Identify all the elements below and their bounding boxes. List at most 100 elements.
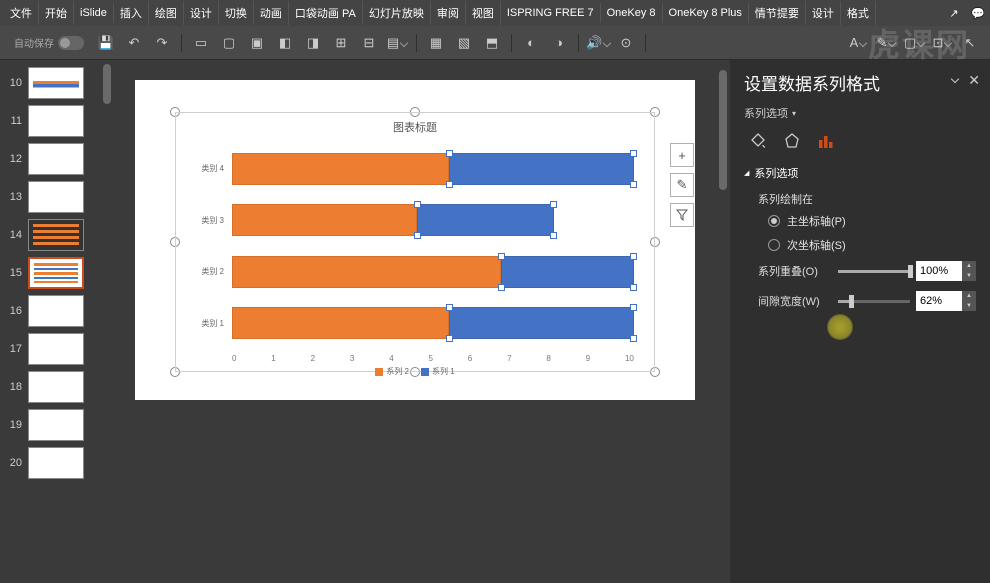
spinner-down[interactable]: ▼ [962, 271, 976, 281]
gap-label: 间隙宽度(W) [758, 293, 832, 309]
tool-icon[interactable]: ◑ [547, 31, 571, 55]
tool-icon[interactable]: ▢ [902, 31, 926, 55]
thumb-18[interactable]: 18 [0, 368, 100, 406]
menu-transition[interactable]: 切换 [219, 1, 254, 25]
menu-home[interactable]: 开始 [39, 1, 74, 25]
slide-thumbnails[interactable]: 10 11 12 13 14 15 16 17 18 19 20 [0, 60, 100, 583]
comments-icon[interactable]: 💬 [970, 5, 986, 21]
panel-close-button[interactable]: ✕ [968, 72, 980, 89]
menu-format[interactable]: 格式 [841, 1, 876, 25]
thumb-11[interactable]: 11 [0, 102, 100, 140]
category-label: 类别 3 [182, 215, 224, 226]
thumb-14[interactable]: 14 [0, 216, 100, 254]
chart-add-button[interactable]: + [670, 143, 694, 167]
toggle-switch[interactable] [58, 36, 84, 50]
bar-row[interactable]: 类别 4 [232, 146, 634, 191]
menu-onekey8[interactable]: OneKey 8 [601, 3, 663, 23]
primary-axis-radio[interactable]: 主坐标轴(P) [758, 213, 976, 229]
category-label: 类别 4 [182, 163, 224, 174]
chart-filter-button[interactable] [670, 203, 694, 227]
tool-icon[interactable]: ⊡ [930, 31, 954, 55]
menu-file[interactable]: 文件 [4, 1, 39, 25]
secondary-axis-radio[interactable]: 次坐标轴(S) [758, 237, 976, 253]
menu-slideshow[interactable]: 幻灯片放映 [363, 1, 431, 25]
menu-pa[interactable]: 口袋动画 PA [289, 1, 363, 25]
spinner-up[interactable]: ▲ [962, 261, 976, 271]
thumb-10[interactable]: 10 [0, 64, 100, 102]
autosave-label: 自动保存 [14, 35, 54, 50]
overlap-slider[interactable] [838, 270, 910, 273]
tool-icon[interactable]: ▭ [189, 31, 213, 55]
tool-icon[interactable]: ▣ [245, 31, 269, 55]
tool-icon[interactable]: ⊟ [357, 31, 381, 55]
share-icon[interactable]: ↗ [946, 5, 962, 21]
menu-insert[interactable]: 插入 [114, 1, 149, 25]
plot-on-label: 系列绘制在 [758, 191, 976, 207]
tool-icon[interactable]: ⬒ [480, 31, 504, 55]
thumb-19[interactable]: 19 [0, 406, 100, 444]
slide-canvas[interactable]: 图表标题 类别 4类别 3类别 2类别 1 012345678910 系列 2 … [135, 80, 695, 400]
fill-icon[interactable] [748, 131, 768, 151]
panel-title: 设置数据系列格式 [744, 70, 976, 95]
thumb-13[interactable]: 13 [0, 178, 100, 216]
tool-icon[interactable]: ▧ [452, 31, 476, 55]
chart-style-button[interactable]: ✎ [670, 173, 694, 197]
category-label: 类别 2 [182, 266, 224, 277]
overlap-input[interactable]: 100% ▲▼ [916, 261, 976, 281]
thumb-20[interactable]: 20 [0, 444, 100, 482]
canvas-scrollbar[interactable] [716, 60, 730, 583]
gap-slider[interactable] [838, 300, 910, 303]
tool-icon[interactable]: ◧ [273, 31, 297, 55]
menu-design2[interactable]: 设计 [806, 1, 841, 25]
thumb-15[interactable]: 15 [0, 254, 100, 292]
thumb-16[interactable]: 16 [0, 292, 100, 330]
radio-icon [768, 239, 780, 251]
autosave-toggle[interactable]: 自动保存 [8, 35, 90, 50]
menu-view[interactable]: 视图 [466, 1, 501, 25]
menu-review[interactable]: 审阅 [431, 1, 466, 25]
thumbs-scrollbar[interactable] [100, 60, 114, 583]
tool-icon[interactable]: ⊙ [614, 31, 638, 55]
font-icon[interactable]: A [846, 31, 870, 55]
legend-s1: 系列 1 [432, 367, 455, 376]
chart-object[interactable]: 图表标题 类别 4类别 3类别 2类别 1 012345678910 系列 2 … [175, 112, 655, 372]
bar-row[interactable]: 类别 3 [232, 198, 634, 243]
menu-animation[interactable]: 动画 [254, 1, 289, 25]
menu-ispring[interactable]: ISPRING FREE 7 [501, 3, 601, 23]
spinner-up[interactable]: ▲ [962, 291, 976, 301]
menu-islide[interactable]: iSlide [74, 3, 114, 23]
cursor-highlight [827, 314, 853, 340]
category-label: 类别 1 [182, 318, 224, 329]
section-header[interactable]: 系列选项 [744, 165, 976, 181]
legend-s2: 系列 2 [386, 367, 409, 376]
save-icon[interactable]: 💾 [94, 31, 118, 55]
gap-input[interactable]: 62% ▲▼ [916, 291, 976, 311]
menu-draw[interactable]: 绘图 [149, 1, 184, 25]
effects-icon[interactable] [782, 131, 802, 151]
format-panel: 设置数据系列格式 ✕ 系列选项▾ 系列选项 系列绘制在 主坐标轴(P) 次坐标轴… [730, 60, 990, 583]
menu-bar: 文件 开始 iSlide 插入 绘图 设计 切换 动画 口袋动画 PA 幻灯片放… [0, 0, 990, 26]
tool-icon[interactable]: ◐ [519, 31, 543, 55]
bar-row[interactable]: 类别 2 [232, 249, 634, 294]
thumb-17[interactable]: 17 [0, 330, 100, 368]
menu-onekey8plus[interactable]: OneKey 8 Plus [663, 3, 749, 23]
panel-subtitle[interactable]: 系列选项▾ [744, 105, 976, 121]
menu-design[interactable]: 设计 [184, 1, 219, 25]
menu-storyboard[interactable]: 情节提要 [749, 1, 806, 25]
undo-icon[interactable]: ↶ [122, 31, 146, 55]
tool-icon[interactable]: ▢ [217, 31, 241, 55]
tool-icon[interactable]: ⊞ [329, 31, 353, 55]
thumb-12[interactable]: 12 [0, 140, 100, 178]
chart-title[interactable]: 图表标题 [176, 113, 654, 143]
series-options-icon[interactable] [816, 131, 836, 151]
tool-icon[interactable]: ◨ [301, 31, 325, 55]
bar-row[interactable]: 类别 1 [232, 301, 634, 346]
highlight-icon[interactable]: ✎ [874, 31, 898, 55]
cursor-icon[interactable]: ↖ [958, 31, 982, 55]
spinner-down[interactable]: ▼ [962, 301, 976, 311]
slide-canvas-area: 图表标题 类别 4类别 3类别 2类别 1 012345678910 系列 2 … [114, 60, 716, 583]
redo-icon[interactable]: ↷ [150, 31, 174, 55]
tool-icon[interactable]: ▦ [424, 31, 448, 55]
tool-icon[interactable]: ▤ [385, 31, 409, 55]
speaker-icon[interactable]: 🔊 [586, 31, 610, 55]
